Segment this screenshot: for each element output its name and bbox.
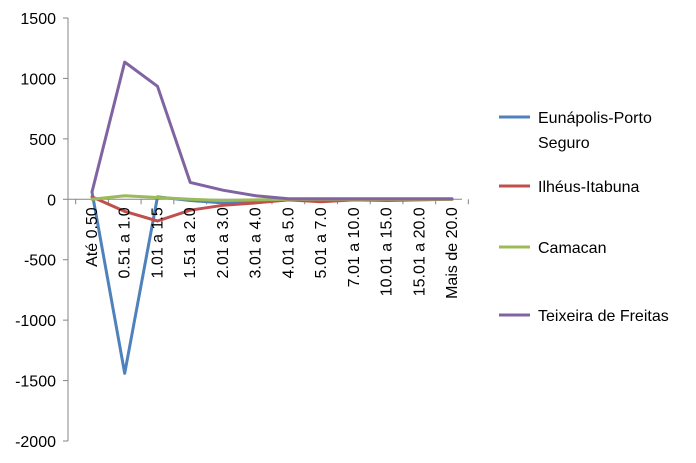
x-tick-label: Até 0.50 — [84, 207, 101, 267]
y-tick-label: 500 — [29, 132, 56, 149]
x-tick-label: 4.01 a 5.0 — [280, 207, 297, 278]
x-tick-label: 7.01 a 10.0 — [346, 207, 363, 287]
x-tick-label: 2.01 a 3.0 — [215, 207, 232, 278]
legend-label-1: Ilhéus-Itabuna — [538, 179, 640, 196]
legend-label-line: Seguro — [538, 135, 590, 152]
x-tick-label: 15.01 a 20.0 — [411, 207, 428, 296]
x-tick-label: 3.01 a 4.0 — [248, 207, 265, 278]
series-line-3 — [92, 62, 452, 199]
y-tick-label: 1000 — [20, 71, 56, 88]
legend-label-2: Camacan — [538, 240, 606, 257]
y-tick-label: 1500 — [20, 11, 56, 28]
y-tick-label: -1500 — [15, 374, 56, 391]
y-tick-label: -1000 — [15, 313, 56, 330]
legend-label-3: Teixeira de Freitas — [538, 308, 669, 325]
x-tick-label: 10.01 a 15.0 — [379, 207, 396, 296]
legend-label-line: Eunápolis-Porto — [538, 110, 652, 127]
x-tick-label: 1.51 a 2.0 — [182, 207, 199, 278]
y-tick-label: -500 — [24, 253, 56, 270]
y-tick-label: -2000 — [15, 434, 56, 451]
legend-label-0: Eunápolis-Porto Seguro — [538, 110, 652, 152]
chart-series — [92, 62, 452, 373]
x-tick-label: 0.51 a 1.0 — [117, 207, 134, 278]
x-tick-label: Mais de 20.0 — [444, 207, 461, 299]
chart-legend: Eunápolis-Porto Seguro Ilhéus-Itabuna Camac… — [499, 110, 669, 325]
x-tick-label: 5.01 a 7.0 — [313, 207, 330, 278]
x-tick-label: 1.01 a 1.5 — [149, 207, 166, 278]
y-tick-label: 0 — [47, 192, 56, 209]
